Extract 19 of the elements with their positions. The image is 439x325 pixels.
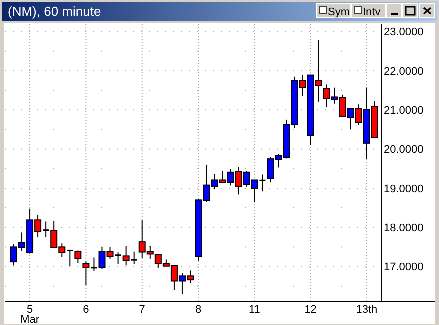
candlestick	[74, 250, 82, 264]
text: Mar	[20, 314, 40, 325]
x-tick-label: 11	[248, 304, 260, 316]
y-tick-label: 20.0000	[384, 144, 424, 156]
sym-checkbox: Sym	[316, 4, 352, 18]
interval-checkbox: Intv	[352, 4, 386, 18]
chart-title: (NM), 60 minute	[8, 4, 102, 19]
y-tick-label: 18.0000	[384, 222, 424, 234]
y-tick-label: 21.0000	[384, 104, 424, 117]
x-tick-label: 5	[26, 304, 34, 316]
x-tick-label: 12	[304, 304, 317, 316]
x-tick-label: 13th	[356, 304, 378, 316]
x-tick-label: 6	[83, 304, 90, 316]
x-tick-label: 8	[195, 304, 202, 316]
x-tick-label: 7	[139, 304, 146, 316]
y-tick-label: 23.0000	[384, 26, 424, 39]
y-tick-label: 17.0000	[384, 262, 424, 274]
y-tick-label: 22.0000	[384, 66, 424, 78]
y-tick-label: 19.0000	[384, 183, 424, 196]
